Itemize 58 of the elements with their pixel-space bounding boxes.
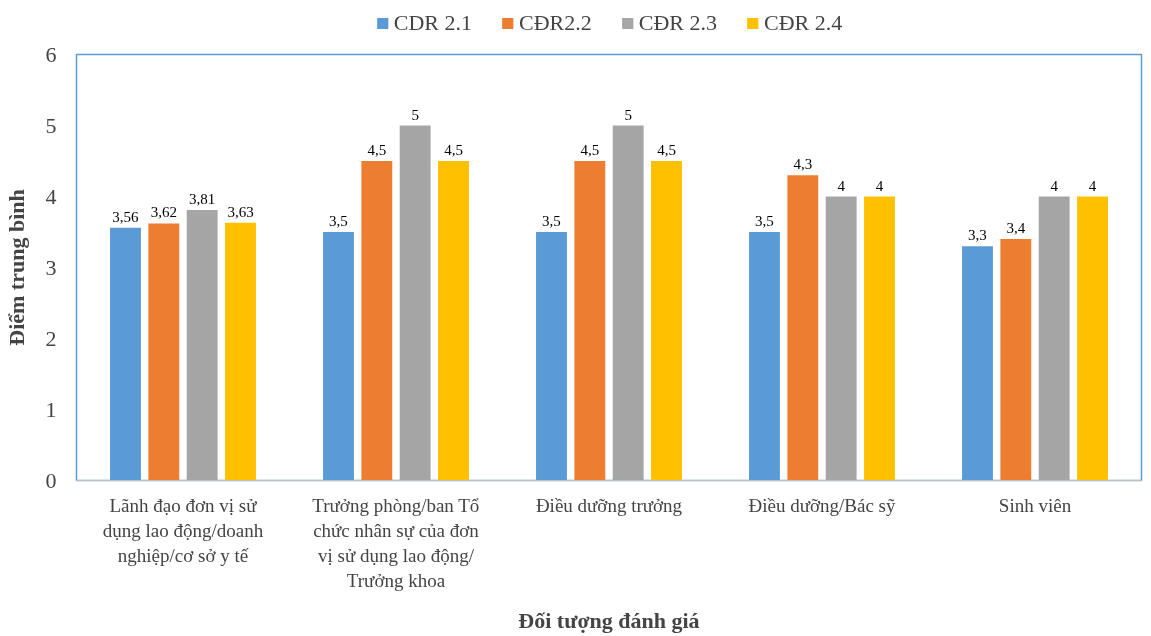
data-label: 4,3 [793, 156, 813, 173]
data-label: 3,5 [542, 213, 561, 229]
bar [651, 161, 682, 481]
bar [1077, 196, 1108, 481]
data-label: 3,4 [1006, 220, 1026, 237]
data-label: 4,5 [657, 142, 676, 158]
y-tick-label: 5 [45, 112, 57, 138]
x-tick-label: Điều dưỡng trưởng [535, 494, 683, 516]
data-label: 3,5 [755, 213, 774, 229]
bar [749, 232, 780, 481]
y-tick-label: 3 [45, 254, 57, 280]
y-tick-label: 4 [45, 183, 57, 209]
bar [825, 196, 857, 481]
data-label: 4,5 [367, 142, 387, 158]
bar [225, 222, 256, 481]
data-label: 3,3 [968, 227, 987, 244]
data-label: 3,56 [112, 208, 140, 225]
bar [536, 232, 567, 481]
bar [361, 161, 393, 481]
bar [962, 246, 993, 481]
y-tick-label: 1 [45, 396, 57, 422]
y-axis-title: Điểm trung bình [3, 189, 29, 346]
x-tick-label: Sinh viên [998, 494, 1072, 516]
data-label: 3,81 [189, 190, 216, 207]
bar [864, 196, 895, 481]
bar [399, 125, 431, 481]
y-tick-label: 2 [45, 325, 57, 351]
legend-label: CĐR 2.4 [764, 10, 843, 36]
x-tick-label: Lãnh đạo đơn vị sử dụng lao động/doanh nghiệp/cơ sở y tế [102, 494, 264, 566]
x-tick-label: Điều dưỡng/Bác sỹ [748, 494, 896, 516]
bar [438, 161, 469, 481]
bar [110, 227, 141, 481]
x-axis-title: Đối tượng đánh giá [518, 608, 700, 634]
bar [612, 125, 644, 481]
x-tick-label: Trưởng phòng/ban Tổ chức nhân sự của đơn vị sử dụng lao động/ Trưởng khoa [312, 494, 480, 592]
data-label: 5 [411, 106, 419, 123]
data-label: 5 [624, 106, 632, 123]
bar [186, 209, 218, 481]
y-tick-label: 0 [45, 467, 57, 493]
legend-label: CDR 2.1 [393, 10, 472, 36]
bar [1000, 239, 1032, 481]
data-label: 4,5 [580, 142, 600, 158]
data-label: 4,5 [444, 142, 463, 158]
data-label: 4 [1050, 177, 1059, 194]
bar [148, 223, 180, 481]
legend-label: CĐR 2.3 [638, 10, 717, 36]
bar [574, 161, 606, 481]
bar [787, 175, 819, 481]
data-label: 3,63 [227, 203, 254, 220]
bar [323, 232, 354, 481]
data-label: 3,62 [150, 204, 177, 221]
bar [1038, 196, 1070, 481]
data-label: 4 [875, 177, 884, 194]
data-label: 4 [837, 177, 846, 194]
legend-label: CĐR2.2 [519, 10, 592, 36]
data-label: 3,5 [329, 213, 348, 229]
data-label: 4 [1088, 177, 1097, 194]
y-tick-label: 6 [45, 41, 57, 67]
